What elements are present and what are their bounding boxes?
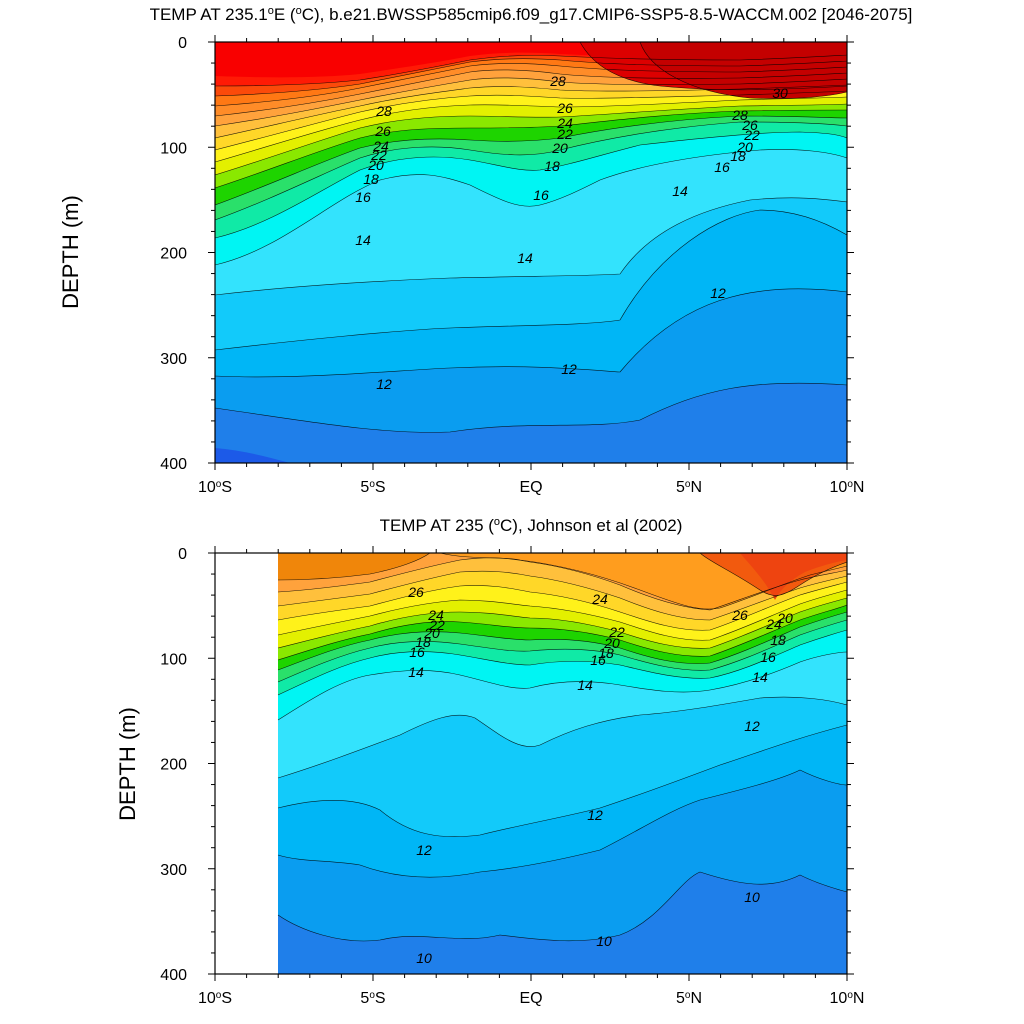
contour-label: 28 — [731, 107, 748, 123]
contour-label: 26 — [556, 100, 573, 116]
contour-label: 22 — [608, 624, 625, 640]
y-tick-label: 0 — [178, 35, 187, 52]
contour-label: 20 — [551, 140, 568, 156]
band-25-26 — [278, 553, 430, 580]
contour-label: 14 — [355, 232, 371, 248]
contour-label: 28 — [375, 103, 392, 119]
contour-label: 22 — [556, 126, 573, 142]
y-tick-label: 200 — [160, 246, 187, 263]
y-axis-label-top: DEPTH (m) — [58, 195, 83, 309]
y-tick-label: 400 — [160, 967, 187, 984]
contour-label: 16 — [714, 159, 730, 175]
contour-label: 22 — [428, 617, 445, 633]
contour-label: 12 — [710, 285, 726, 301]
contour-label: 20 — [603, 635, 620, 651]
x-tick-label: 5oS — [360, 479, 385, 497]
chart-panel-top: TEMP AT 235.1oE (oC), b.e21.BWSSP585cmip… — [58, 5, 912, 496]
contour-label: 16 — [590, 652, 606, 668]
y-tick-label: 0 — [178, 546, 187, 563]
contour-label: 18 — [415, 634, 431, 650]
axes-top: 10oS 5oS EQ 5oN 10oN 0 100 200 300 400 DEPTH (m) — [58, 35, 864, 496]
contour-label: 10 — [744, 889, 760, 905]
contour-label: 12 — [561, 361, 577, 377]
x-tick-label: 5oN — [676, 990, 702, 1008]
contour-label: 26 — [731, 607, 748, 623]
contour-label: 20 — [367, 157, 384, 173]
contour-label: 14 — [408, 664, 424, 680]
y-tick-label: 100 — [160, 140, 187, 157]
x-tick-label: 10oS — [198, 479, 232, 497]
chart-title-bottom: TEMP AT 235 (oC), Johnson et al (2002) — [380, 516, 683, 535]
y-tick-label: 400 — [160, 456, 187, 473]
y-axis-label-bottom: DEPTH (m) — [115, 707, 140, 821]
axis-ticks-bottom: 10oS 5oS EQ 5oN 10oN 0 100 200 300 400 — [160, 546, 864, 1007]
contour-label: 20 — [776, 610, 793, 626]
x-tick-label: 10oS — [198, 990, 232, 1008]
contour-label: 26 — [741, 117, 758, 133]
contour-fill-top — [215, 42, 847, 463]
contour-label: 12 — [587, 807, 603, 823]
y-tick-label: 100 — [160, 651, 187, 668]
contour-label: 20 — [736, 139, 753, 155]
contour-label: 10 — [596, 933, 612, 949]
contour-label: 14 — [577, 677, 593, 693]
contour-label: 24 — [372, 138, 389, 154]
contour-label: 12 — [744, 718, 760, 734]
contour-label: 24 — [427, 607, 444, 623]
x-tick-label: EQ — [519, 990, 542, 1007]
contour-label: 26 — [407, 584, 424, 600]
contour-label: 24 — [556, 115, 573, 131]
contour-label: 10 — [416, 950, 432, 966]
y-tick-label: 300 — [160, 351, 187, 368]
contour-label: 14 — [672, 183, 688, 199]
contour-label: 12 — [376, 376, 392, 392]
contour-label: 28 — [549, 73, 566, 89]
contour-label: 16 — [409, 644, 425, 660]
chart-panel-bottom: TEMP AT 235 (oC), Johnson et al (2002) — [115, 516, 864, 1007]
x-tick-label: 10oN — [830, 479, 865, 497]
contour-lines-top — [215, 42, 847, 433]
contour-label: 26 — [374, 123, 391, 139]
contour-label: 14 — [517, 250, 533, 266]
contour-label: 20 — [423, 625, 440, 641]
contour-labels-top: 28 26 24 22 20 18 16 14 14 12 12 12 28 2… — [355, 73, 788, 392]
contour-label: 16 — [533, 187, 549, 203]
contour-lines-bottom — [277, 553, 847, 942]
x-tick-label: 10oN — [830, 990, 865, 1008]
contour-label: 16 — [760, 649, 776, 665]
band-27-28 — [740, 553, 847, 600]
contour-label: 14 — [752, 669, 768, 685]
y-tick-label: 200 — [160, 757, 187, 774]
axis-ticks-top: 10oS 5oS EQ 5oN 10oN 0 100 200 300 400 — [160, 35, 864, 496]
contour-label: 18 — [598, 645, 614, 661]
y-tick-label: 300 — [160, 862, 187, 879]
contour-label: 12 — [416, 842, 432, 858]
axes-bottom: 10oS 5oS EQ 5oN 10oN 0 100 200 300 400 DEPTH (m) — [115, 546, 864, 1007]
contour-label: 18 — [363, 171, 379, 187]
contour-label: 16 — [355, 189, 371, 205]
contour-label: 18 — [544, 158, 560, 174]
contour-label: 18 — [770, 632, 786, 648]
contour-label: 18 — [730, 148, 746, 164]
contour-fill-bottom — [277, 553, 847, 974]
contour-labels-bottom: 26 24 22 20 18 16 14 12 10 24 22 20 18 1… — [407, 584, 793, 966]
x-tick-label: 5oS — [360, 990, 385, 1008]
contour-label: 24 — [591, 591, 608, 607]
contour-label: 22 — [370, 147, 387, 163]
contour-label: 22 — [743, 127, 760, 143]
contour-label: 24 — [765, 616, 782, 632]
contour-label: 30 — [772, 85, 788, 101]
chart-title-top: TEMP AT 235.1oE (oC), b.e21.BWSSP585cmip… — [150, 5, 913, 24]
band-9-10 — [215, 448, 290, 463]
x-tick-label: 5oN — [676, 479, 702, 497]
x-tick-label: EQ — [519, 479, 542, 496]
